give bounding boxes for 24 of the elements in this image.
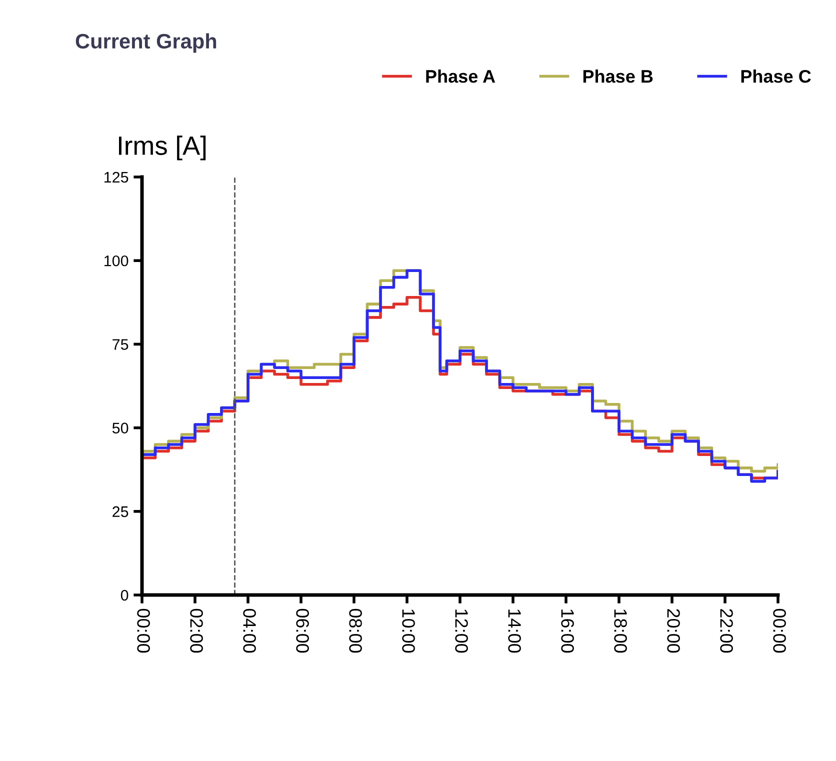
y-tick-label: 100 (104, 255, 128, 266)
x-tick-label: 14:00 (508, 610, 521, 653)
legend-label: Phase C (741, 70, 811, 83)
y-tick-label: 75 (112, 339, 128, 350)
x-tick-label: 00:00 (773, 608, 786, 653)
y-tick-label: 25 (112, 506, 128, 518)
y-tick-label: 125 (104, 172, 128, 183)
x-tick-label: 20:00 (667, 609, 680, 653)
legend-label: Phase A (426, 70, 496, 83)
x-tick-label: 16:00 (561, 610, 574, 653)
y-tick-label: 50 (112, 422, 128, 434)
y-tick-label: 0 (120, 590, 128, 601)
chart-title: Current Graph (76, 33, 216, 53)
x-tick-label: 22:00 (720, 609, 733, 653)
y-axis-title: Irms [A] (118, 136, 206, 160)
x-tick-label: 12:00 (455, 610, 468, 653)
x-tick-label: 10:00 (402, 610, 415, 653)
x-tick-label: 04:00 (243, 608, 256, 653)
legend-label: Phase B (583, 70, 653, 83)
x-tick-label: 02:00 (190, 608, 203, 653)
x-tick-label: 08:00 (349, 608, 362, 653)
x-tick-label: 06:00 (296, 608, 309, 653)
x-tick-label: 18:00 (614, 610, 627, 653)
x-tick-label: 00:00 (137, 608, 150, 653)
